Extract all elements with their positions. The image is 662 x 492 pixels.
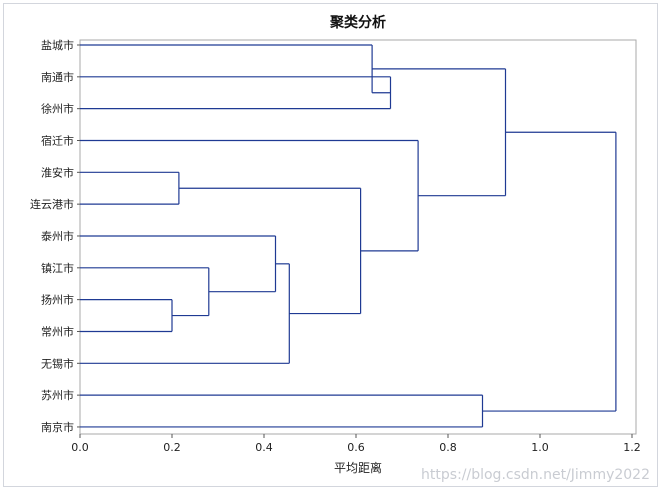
leaf-label: 南通市	[41, 70, 74, 84]
leaf-label: 盐城市	[41, 38, 74, 52]
leaf-label: 泰州市	[41, 229, 74, 243]
chart-title: 聚类分析	[329, 14, 386, 31]
watermark: https://blog.csdn.net/Jimmy2022	[421, 467, 650, 483]
leaf-label: 苏州市	[41, 388, 74, 402]
chart-frame	[3, 3, 658, 487]
x-tick-label: 0.8	[439, 441, 457, 454]
x-tick-label: 0.2	[163, 441, 181, 454]
x-tick-label: 1.2	[623, 441, 641, 454]
x-tick-label: 0.6	[347, 441, 365, 454]
x-tick-label: 1.0	[531, 441, 549, 454]
x-tick-label: 0.0	[71, 441, 89, 454]
x-axis: 0.0 0.2 0.4 0.6 0.8 1.0 1.2	[71, 434, 641, 454]
leaf-label: 宿迁市	[41, 133, 74, 147]
x-axis-label: 平均距离	[334, 460, 382, 475]
leaf-label: 徐州市	[41, 102, 74, 116]
plot-area	[79, 39, 637, 435]
leaf-label: 南京市	[41, 420, 74, 434]
leaf-label: 常州市	[41, 324, 74, 338]
leaf-label: 镇江市	[41, 261, 74, 275]
dendrogram-links	[80, 44, 617, 428]
leaf-label: 扬州市	[41, 293, 74, 307]
leaf-label: 无锡市	[41, 356, 74, 370]
x-tick-label: 0.4	[255, 441, 273, 454]
leaf-label: 淮安市	[41, 165, 74, 179]
leaf-label: 连云港市	[30, 197, 74, 211]
